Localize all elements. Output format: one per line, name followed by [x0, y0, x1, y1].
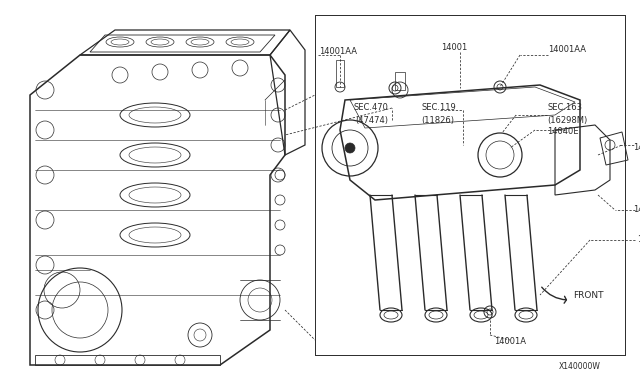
Text: X140000W: X140000W: [559, 362, 601, 371]
Bar: [336, 60, 344, 87]
Text: 14001: 14001: [441, 42, 467, 51]
Text: (16298M): (16298M): [547, 115, 588, 125]
Text: 14001A: 14001A: [494, 337, 526, 346]
Text: FRONT: FRONT: [573, 291, 604, 299]
Text: 14930M: 14930M: [633, 205, 640, 215]
Text: 14035: 14035: [637, 235, 640, 244]
Text: 14001AA: 14001AA: [319, 48, 357, 57]
Text: (47474): (47474): [355, 115, 388, 125]
Text: 14040E: 14040E: [547, 128, 579, 137]
Text: (11826): (11826): [421, 115, 454, 125]
Text: SEC.163: SEC.163: [547, 103, 582, 112]
Text: SEC.119: SEC.119: [421, 103, 456, 112]
Bar: [395, 72, 405, 90]
Text: 14001AA: 14001AA: [548, 45, 586, 55]
Text: 14002BA: 14002BA: [633, 144, 640, 153]
Text: SEC.470: SEC.470: [353, 103, 388, 112]
Circle shape: [345, 143, 355, 153]
